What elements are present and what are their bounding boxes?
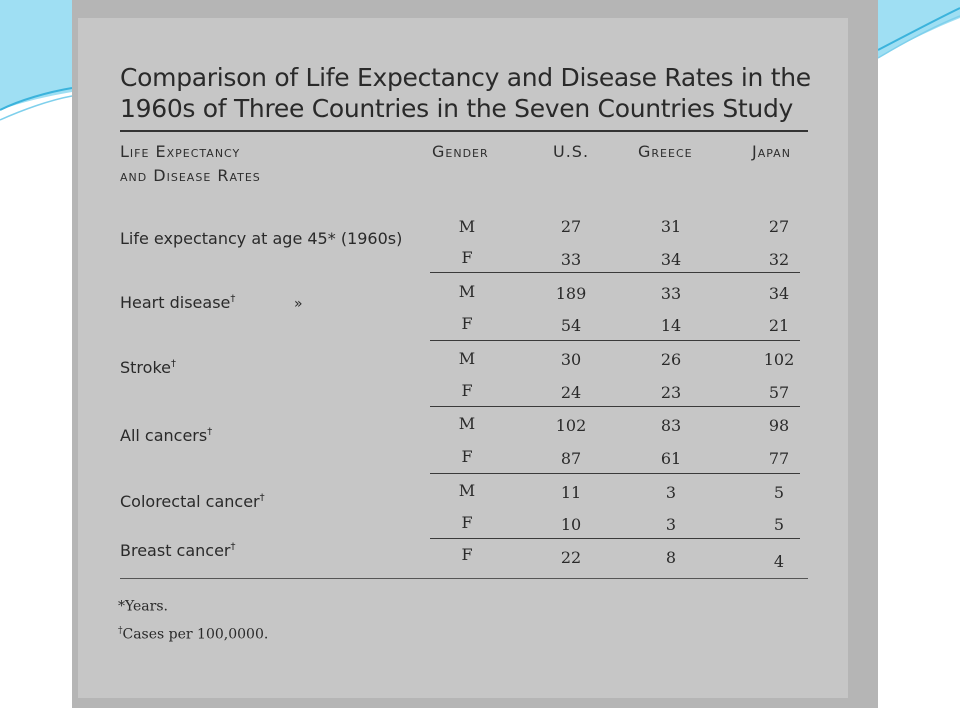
footnote-cases: †Cases per 100,0000. [118,626,269,643]
group-divider [430,538,800,539]
cell-greece: 3 [665,483,677,502]
row-label-stroke: Stroke† [120,358,176,377]
cell-greece: 14 [660,316,682,335]
cell-us: 24 [560,383,582,402]
cell-japan: 5 [773,483,785,502]
row-label-colorectal-cancer: Colorectal cancer† [120,492,265,511]
footnote-years: *Years. [118,598,168,615]
cell-us: 189 [555,284,587,303]
header-greece: Greece [638,142,693,161]
group-divider [430,272,800,273]
cell-us: 10 [560,515,582,534]
cell-japan: 21 [768,316,790,335]
cell-gender: M [458,349,476,368]
cell-us: 22 [560,548,582,567]
table-title: Comparison of Life Expectancy and Diseas… [120,62,820,124]
cell-japan: 4 [773,552,785,571]
cell-greece: 23 [660,383,682,402]
title-line-1: Comparison of Life Expectancy and Diseas… [120,63,811,92]
row-label-breast-cancer: Breast cancer† [120,541,236,560]
cell-greece: 26 [660,350,682,369]
group-divider [430,473,800,474]
row-label-life-expectancy: Life expectancy at age 45* (1960s) [120,229,403,248]
cell-japan: 77 [768,449,790,468]
cell-greece: 8 [665,548,677,567]
cell-gender: F [461,513,473,532]
cell-gender: F [461,447,473,466]
cell-japan: 102 [763,350,795,369]
cell-japan: 32 [768,250,790,269]
table-bottom-rule [120,578,808,579]
cell-greece: 83 [660,416,682,435]
group-divider [430,340,800,341]
title-line-2: 1960s of Three Countries in the Seven Co… [120,94,794,123]
header-japan: Japan [752,142,791,161]
row-label-heart-disease: Heart disease† [120,293,236,312]
group-divider [430,406,800,407]
title-rule [120,130,808,132]
cell-us: 30 [560,350,582,369]
cell-us: 27 [560,217,582,236]
cell-japan: 5 [773,515,785,534]
cell-gender: M [458,481,476,500]
cell-gender: F [461,248,473,267]
cell-gender: M [458,414,476,433]
stray-mark: » [294,296,303,312]
cell-us: 54 [560,316,582,335]
cell-greece: 34 [660,250,682,269]
cell-japan: 34 [768,284,790,303]
cell-greece: 3 [665,515,677,534]
cell-gender: F [461,381,473,400]
cell-gender: M [458,282,476,301]
cell-japan: 98 [768,416,790,435]
header-col1-line2: and Disease Rates [120,166,261,185]
cell-greece: 61 [660,449,682,468]
cell-greece: 33 [660,284,682,303]
cell-us: 102 [555,416,587,435]
cell-japan: 27 [768,217,790,236]
cell-us: 33 [560,250,582,269]
cell-gender: M [458,217,476,236]
header-us: U.S. [553,142,590,161]
row-label-all-cancers: All cancers† [120,426,213,445]
header-gender: Gender [432,142,489,161]
cell-us: 11 [560,483,582,502]
cell-us: 87 [560,449,582,468]
cell-greece: 31 [660,217,682,236]
cell-gender: F [461,545,473,564]
cell-gender: F [461,314,473,333]
cell-japan: 57 [768,383,790,402]
header-col1-line1: Life Expectancy [120,142,241,161]
